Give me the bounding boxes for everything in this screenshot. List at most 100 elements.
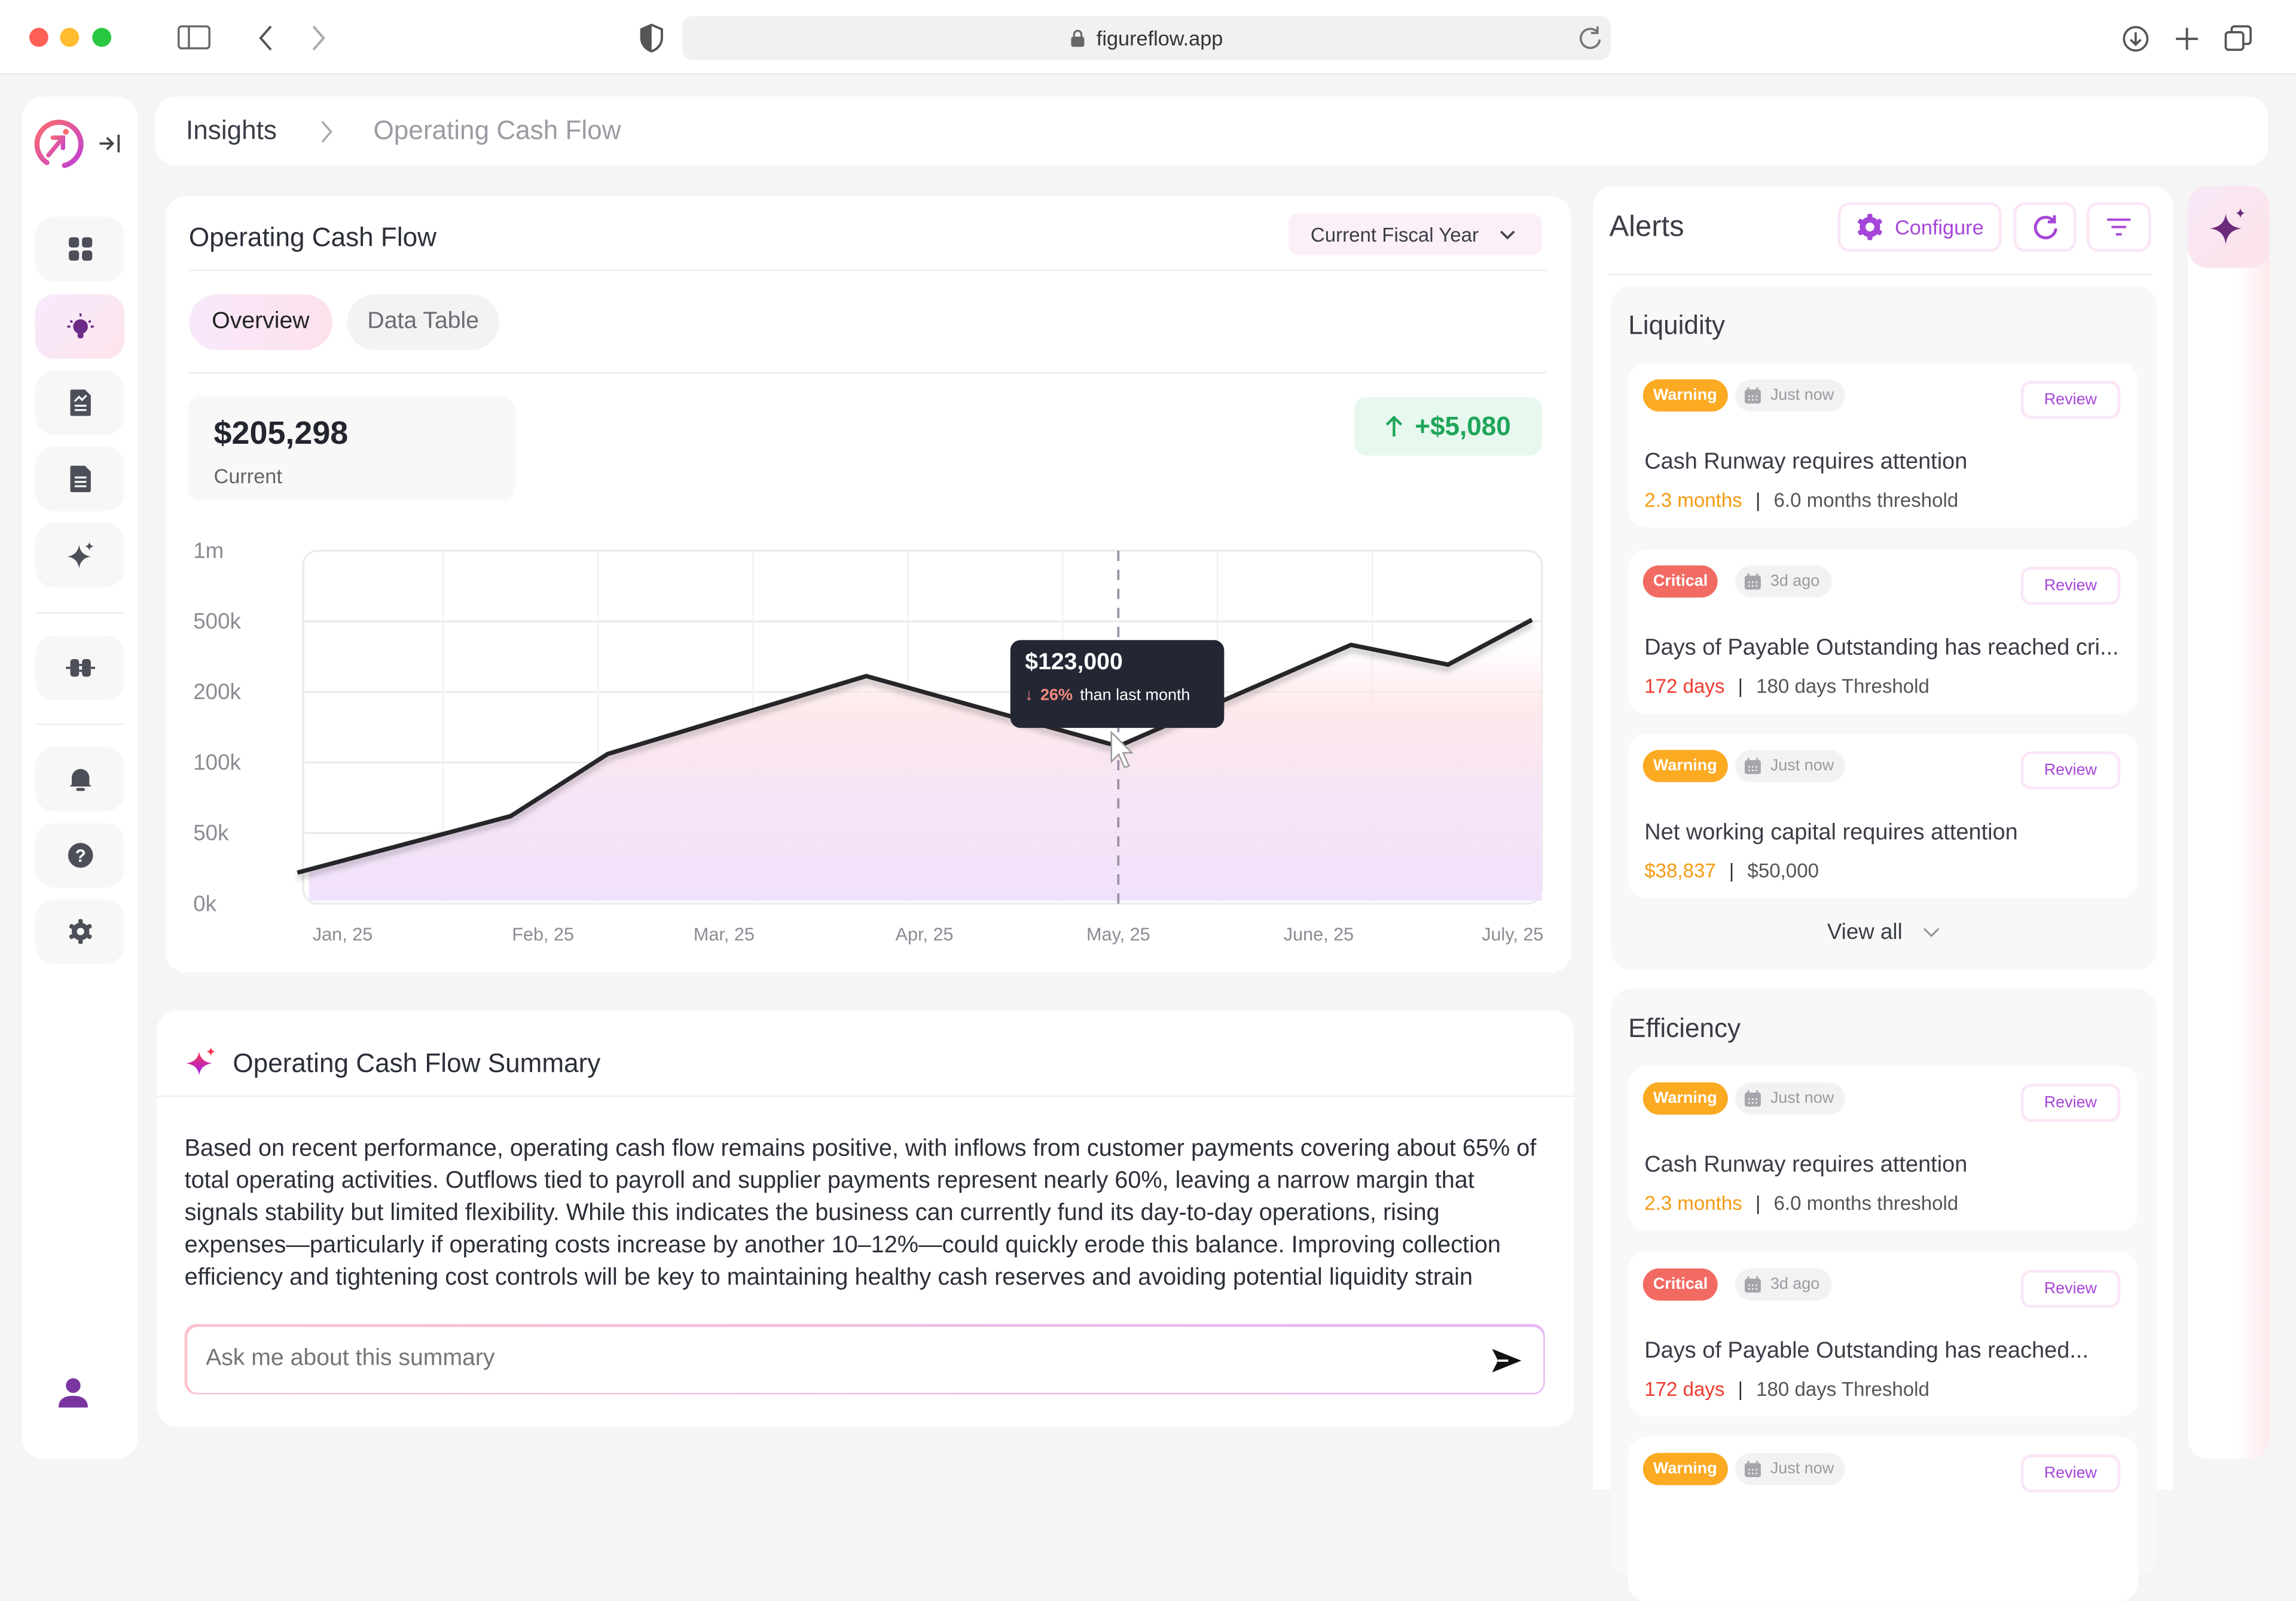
y-tick-label: 100k [193,750,241,774]
y-tick-label: 200k [193,679,241,704]
y-tick-label: 500k [193,609,241,633]
alert-value: 2.3 months [1644,489,1742,511]
y-tick-label: 50k [193,821,229,845]
summary-card: Operating Cash Flow Summary Based on rec… [157,1011,1574,1427]
alerts-title: Alerts [1609,211,1684,245]
timestamp-chip: Just now [1735,750,1846,782]
alert-metric: 172 days|180 days Threshold [1644,675,1929,697]
x-tick-label: Mar, 25 [694,924,755,944]
review-button[interactable]: Review [2021,381,2121,419]
alert-threshold: 180 days Threshold [1756,1377,1929,1399]
timestamp: 3d ago [1770,1275,1819,1292]
warning-badge: Warning [1643,379,1727,411]
alert-item: Warning Just now Review Cash Runway requ… [1628,1066,2138,1230]
alerts-panel: Alerts Configure Liquidity Warning Just … [1593,186,2173,1490]
warning-badge: Warning [1643,750,1727,782]
critical-badge: Critical [1643,1268,1718,1300]
alert-title: Days of Payable Outstanding has reached.… [1644,1338,2139,1364]
alert-item: Warning Just now Review [1628,1437,2138,1600]
ai-assistant-rail [2188,186,2270,1459]
review-button[interactable]: Review [2021,566,2121,605]
timestamp: Just now [1770,387,1834,404]
alert-title: Days of Payable Outstanding has reached … [1644,635,2139,661]
summary-question-input[interactable] [185,1324,1545,1395]
x-tick-label: Jan, 25 [313,924,373,944]
timestamp-chip: 3d ago [1735,1268,1831,1300]
chevron-down-icon [1923,927,1940,937]
chart-tooltip: $123,000 ↓ 26% than last month [1010,640,1225,728]
mouse-cursor-icon [1107,730,1133,773]
summary-question-field[interactable] [206,1341,1436,1376]
x-tick-label: July, 25 [1482,924,1543,944]
alert-metric: 2.3 months|6.0 months threshold [1644,489,1958,511]
calendar-icon [1744,1275,1761,1292]
x-tick-label: Apr, 25 [896,924,954,944]
alert-metric: $38,837|$50,000 [1644,860,1819,882]
configure-label: Configure [1895,215,1984,239]
timestamp-chip: Just now [1735,1082,1846,1115]
x-tick-label: June, 25 [1284,924,1354,944]
refresh-button[interactable] [2013,202,2076,252]
tooltip-change: 26% [1040,687,1073,705]
alert-metric: 2.3 months|6.0 months threshold [1644,1192,1958,1214]
sparkle-icon [2208,206,2249,248]
alert-item: Critical 3d ago Review Days of Payable O… [1628,1252,2138,1416]
y-tick-label: 0k [193,891,216,916]
review-button[interactable]: Review [2021,1084,2121,1122]
x-tick-label: Feb, 25 [512,924,574,944]
alert-group-title: Liquidity [1628,310,1725,341]
warning-badge: Warning [1643,1082,1727,1115]
tooltip-suffix: than last month [1080,687,1190,705]
timestamp-chip: Just now [1735,379,1846,411]
view-all-button[interactable]: View all [1611,920,2157,945]
calendar-icon [1744,757,1761,774]
y-tick-label: 1m [193,538,224,563]
user-avatar-icon[interactable] [57,1377,90,1409]
summary-text: Based on recent performance, operating c… [185,1132,1547,1293]
tooltip-value: $123,000 [1025,650,1122,676]
send-icon[interactable] [1490,1345,1522,1374]
alert-threshold: 180 days Threshold [1756,675,1929,697]
ai-assistant-button[interactable] [2188,186,2270,268]
alert-metric: 172 days|180 days Threshold [1644,1377,1929,1399]
alert-threshold: 6.0 months threshold [1774,489,1959,511]
alert-value: 172 days [1644,675,1724,697]
filter-button[interactable] [2087,202,2151,252]
filter-icon [2106,216,2132,237]
calendar-icon [1744,1460,1761,1478]
warning-badge: Warning [1643,1453,1727,1485]
alert-value: 2.3 months [1644,1192,1742,1214]
refresh-icon [2032,214,2058,240]
calendar-icon [1744,387,1761,404]
configure-button[interactable]: Configure [1837,202,2001,252]
alert-group-title: Efficiency [1628,1014,1741,1044]
timestamp-chip: 3d ago [1735,565,1831,597]
critical-badge: Critical [1643,565,1718,597]
alert-item: Warning Just now Review Net working capi… [1628,734,2138,898]
timestamp: 3d ago [1770,572,1819,589]
alert-threshold: $50,000 [1747,860,1819,882]
alert-group-efficiency: Efficiency Warning Just now Review Cash … [1611,989,2157,1575]
alert-value: 172 days [1644,1377,1724,1399]
timestamp-chip: Just now [1735,1453,1846,1485]
alert-title: Net working capital requires attention [1644,820,2139,846]
view-all-label: View all [1827,920,1903,945]
gear-icon [1855,212,1885,242]
alert-title: Cash Runway requires attention [1644,1152,2139,1179]
calendar-icon [1744,1090,1761,1107]
alert-value: $38,837 [1644,860,1716,882]
timestamp: Just now [1770,1460,1834,1478]
x-tick-label: May, 25 [1086,924,1150,944]
alert-item: Critical 3d ago Review Days of Payable O… [1628,548,2138,712]
alert-group-liquidity: Liquidity Warning Just now Review Cash R… [1611,286,2157,970]
alert-threshold: 6.0 months threshold [1774,1192,1959,1214]
review-button[interactable]: Review [2021,1269,2121,1307]
arrow-down-icon: ↓ [1025,687,1033,705]
divider [157,1096,1574,1097]
summary-title: Operating Cash Flow Summary [233,1048,600,1079]
review-button[interactable]: Review [2021,751,2121,789]
timestamp: Just now [1770,1090,1834,1107]
divider [1609,274,2151,275]
alert-title: Cash Runway requires attention [1644,450,2139,476]
timestamp: Just now [1770,757,1834,774]
